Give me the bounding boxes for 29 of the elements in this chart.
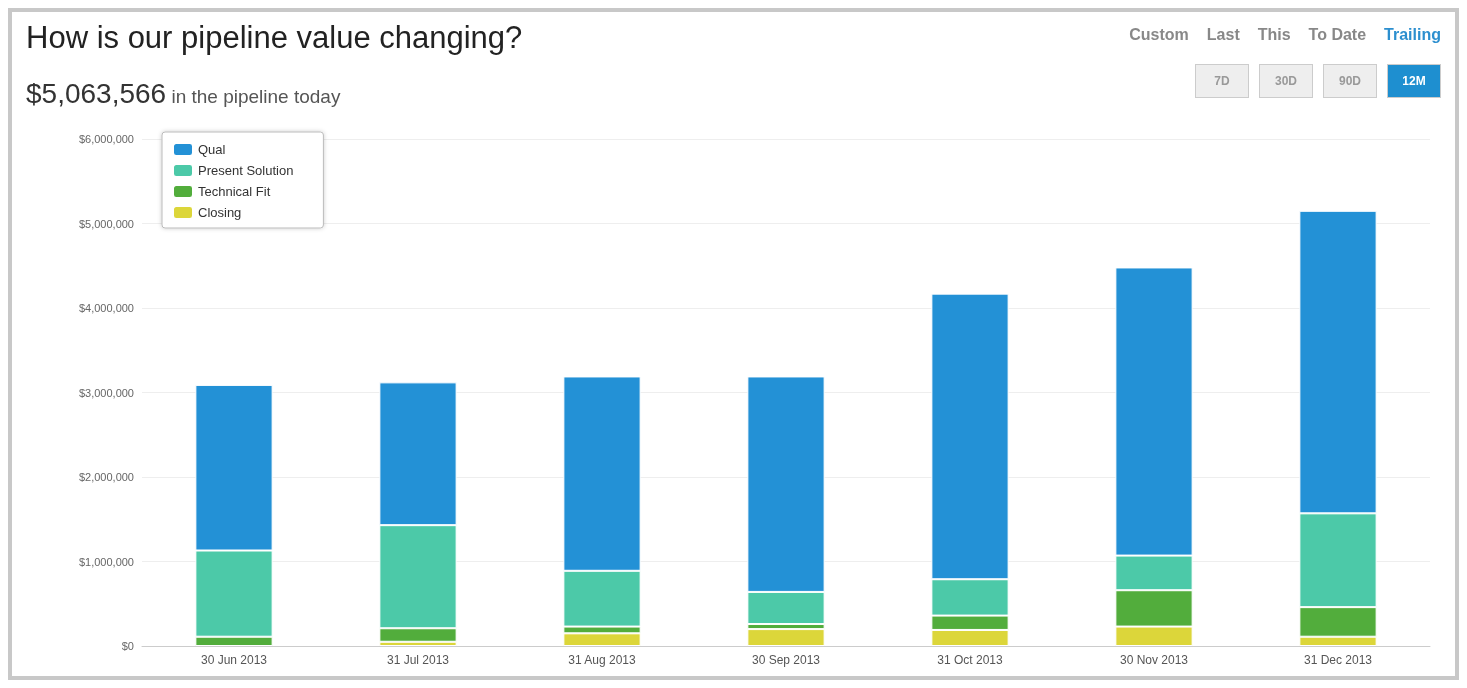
y-tick-label: $0 [121, 640, 134, 652]
y-tick-label: $4,000,000 [78, 302, 134, 314]
text: 7D [1195, 64, 1249, 98]
y-tick-label: $5,000,000 [78, 217, 134, 230]
text: To Date [1308, 26, 1367, 44]
x-tick-label: 31 Dec 2013 [1303, 653, 1373, 667]
legend-label: Technical Fit [198, 184, 271, 199]
text: 12M [1387, 64, 1441, 98]
legend-label: Closing [198, 205, 242, 220]
text: 30D [1259, 64, 1313, 98]
chart-subtitle: $5,063,566 in the pipeline today [26, 78, 341, 109]
text: 90D [1323, 64, 1377, 98]
y-tick-label: $6,000,000 [78, 133, 134, 145]
y-tick-label: $2,000,000 [78, 471, 134, 483]
x-tick-label: 30 Sep 2013 [751, 653, 821, 667]
legend-label: Qual [198, 142, 226, 157]
y-tick-label: $3,000,000 [78, 386, 134, 399]
x-tick-label: 30 Jun 2013 [200, 653, 268, 667]
text: This [1257, 26, 1291, 44]
text: Trailing [1384, 26, 1441, 44]
chart-title: How is our pipeline value changing? [26, 20, 523, 56]
x-tick-label: 31 Jul 2013 [386, 653, 450, 667]
x-tick-label: 31 Oct 2013 [937, 653, 1004, 667]
legend-label: Present Solution [198, 163, 294, 178]
text: Custom [1129, 26, 1189, 44]
text: Last [1206, 26, 1240, 44]
x-tick-label: 31 Aug 2013 [568, 653, 637, 667]
x-tick-label: 30 Nov 2013 [1119, 653, 1189, 667]
y-tick-label: $1,000,000 [78, 555, 134, 568]
